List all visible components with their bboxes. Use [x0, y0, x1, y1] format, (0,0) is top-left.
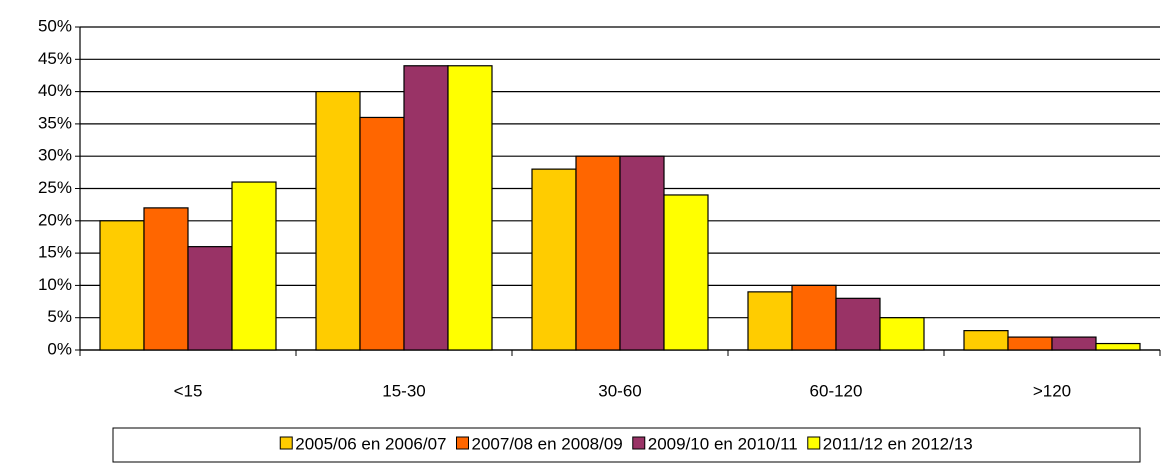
- bar: [747, 291, 793, 351]
- x-tick-label: 30-60: [598, 381, 641, 400]
- y-tick-label: 45%: [38, 49, 72, 68]
- bar: [1007, 336, 1053, 351]
- y-tick-label: 0%: [47, 339, 72, 358]
- legend-label: 2005/06 en 2006/07: [295, 434, 446, 453]
- bar: [187, 246, 233, 351]
- y-tick-label: 10%: [38, 275, 72, 294]
- legend-swatch: [807, 436, 821, 450]
- y-tick-label: 35%: [38, 113, 72, 132]
- x-tick-label: 60-120: [810, 381, 863, 400]
- legend-swatch: [456, 436, 469, 450]
- x-tick-label: 15-30: [382, 381, 425, 400]
- x-tick-label: <15: [174, 381, 203, 400]
- legend-swatch: [279, 436, 293, 450]
- bar: [663, 194, 709, 351]
- y-tick-label: 50%: [38, 16, 72, 35]
- bar: [835, 297, 881, 351]
- legend: [112, 427, 1141, 463]
- legend-label: 2007/08 en 2008/09: [472, 434, 623, 453]
- y-tick-label: 25%: [38, 178, 72, 197]
- x-tick-label: >120: [1033, 381, 1071, 400]
- bar: [403, 65, 449, 351]
- bar: [315, 90, 361, 351]
- y-tick-label: 30%: [38, 146, 72, 165]
- legend-label: 2011/12 en 2012/13: [823, 434, 973, 453]
- y-tick-label: 15%: [38, 243, 72, 262]
- legend-items: 2005/06 en 2006/07 2007/08 en 2008/09 2009…: [279, 434, 973, 453]
- bar: [619, 155, 665, 351]
- bar: [359, 116, 405, 351]
- bar: [791, 284, 837, 351]
- bar: [231, 181, 277, 351]
- bar: [575, 155, 621, 351]
- bar: [1095, 342, 1141, 351]
- y-tick-label: 40%: [38, 81, 72, 100]
- bar: [879, 317, 925, 351]
- y-tick-label: 20%: [38, 210, 72, 229]
- bar: [143, 207, 189, 351]
- bar: [99, 220, 145, 351]
- bar: [963, 330, 1009, 351]
- bar: [1051, 336, 1097, 351]
- y-tick-label: 5%: [47, 307, 72, 326]
- legend-label: 2009/10 en 2010/11: [648, 434, 798, 453]
- legend-swatch: [632, 436, 646, 450]
- bar: [531, 168, 577, 351]
- bar: [447, 65, 493, 351]
